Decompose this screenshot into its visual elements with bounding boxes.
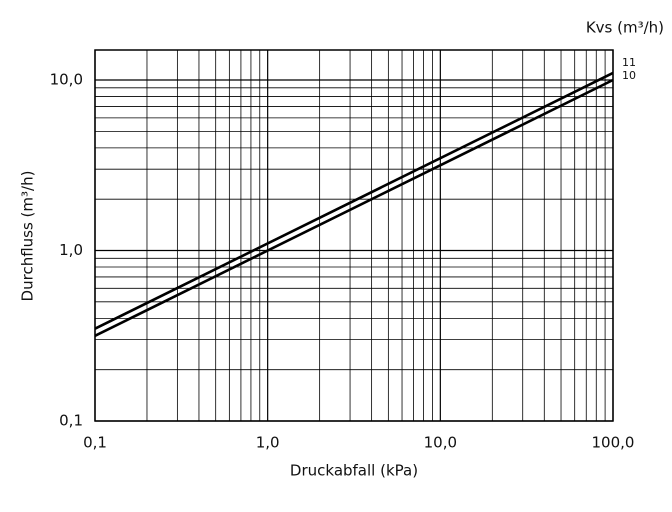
series-label: 11 [622,56,636,69]
series-label: 10 [622,69,636,82]
plot-frame [94,49,614,422]
x-axis-label: Druckabfall (kPa) [290,462,418,480]
y-tick-label: 10,0 [50,71,83,89]
x-tick-label: 100,0 [592,434,635,452]
y-tick-label: 0,1 [59,412,83,430]
x-tick-label: 0,1 [83,434,107,452]
x-tick-label: 1,0 [256,434,280,452]
x-tick-label: 10,0 [424,434,457,452]
y-tick-label: 1,0 [59,241,83,259]
legend-title: Kvs (m³/h) [586,19,664,37]
y-axis-label: Durchfluss (m³/h) [19,171,37,302]
series-line [94,71,614,330]
series-line [94,78,614,337]
